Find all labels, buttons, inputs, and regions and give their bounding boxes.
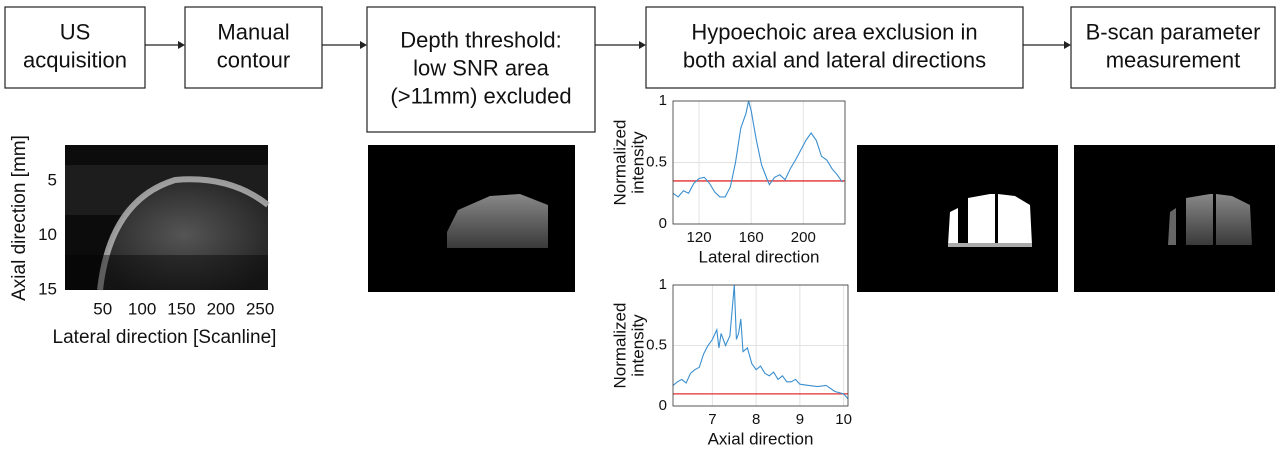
x-tick-label: 120 [687, 229, 712, 246]
y-tick-label: 5 [48, 170, 57, 189]
step-label: low SNR area [413, 55, 549, 80]
step-label: Hypoechoic area exclusion in [691, 19, 977, 44]
x-tick-label: 150 [167, 299, 195, 318]
y-tick-label: 10 [38, 225, 57, 244]
y-axis-label: Normalized [610, 303, 629, 389]
x-tick-label: 9 [796, 411, 804, 428]
step-label: acquisition [23, 47, 127, 72]
y-tick-label: 0 [659, 215, 667, 232]
step-box [4, 6, 146, 89]
step-box [184, 6, 323, 89]
x-tick-label: 200 [791, 229, 816, 246]
x-tick-label: 250 [246, 299, 274, 318]
y-tick-label: 1 [659, 92, 667, 109]
step-label: contour [217, 47, 290, 72]
x-tick-label: 50 [93, 299, 112, 318]
x-tick-label: 100 [128, 299, 156, 318]
y-tick-label: 0.5 [646, 336, 667, 353]
plot-frame [672, 284, 849, 407]
x-axis-label: Lateral direction [Scanline] [53, 327, 277, 348]
step-label: Manual [217, 19, 289, 44]
profile-line [672, 284, 849, 400]
y-axis-label: intensity [628, 314, 647, 377]
mask-image [857, 145, 1058, 292]
y-axis-label: Normalized [610, 120, 629, 206]
y-axis-label: intensity [628, 131, 647, 194]
y-tick-label: 15 [38, 279, 57, 298]
step-label: US [60, 19, 91, 44]
plot-frame [672, 100, 846, 225]
step-box [645, 6, 1024, 89]
x-axis-label: Axial direction [708, 429, 814, 448]
x-axis-label: Lateral direction [699, 247, 820, 266]
step-label: B-scan parameter [1086, 19, 1261, 44]
y-tick-label: 0.5 [646, 153, 667, 170]
thresholded-image [368, 145, 575, 292]
x-tick-label: 7 [708, 411, 716, 428]
step-label: Depth threshold: [400, 27, 561, 52]
step-label: (>11mm) excluded [390, 83, 571, 108]
y-tick-label: 0 [659, 397, 667, 414]
y-axis-label: Axial direction [mm] [9, 135, 30, 301]
x-tick-label: 200 [207, 299, 235, 318]
masked-image [1074, 145, 1275, 292]
y-tick-label: 1 [659, 276, 667, 293]
ultrasound-image [65, 145, 270, 291]
step-label: both axial and lateral directions [683, 47, 986, 72]
x-tick-label: 10 [835, 411, 852, 428]
arrows [145, 41, 1071, 49]
profile-line [672, 100, 843, 198]
x-tick-label: 160 [739, 229, 764, 246]
step-box [366, 6, 596, 133]
x-tick-label: 8 [752, 411, 760, 428]
step-label: measurement [1106, 47, 1241, 72]
step-box [1070, 6, 1276, 89]
